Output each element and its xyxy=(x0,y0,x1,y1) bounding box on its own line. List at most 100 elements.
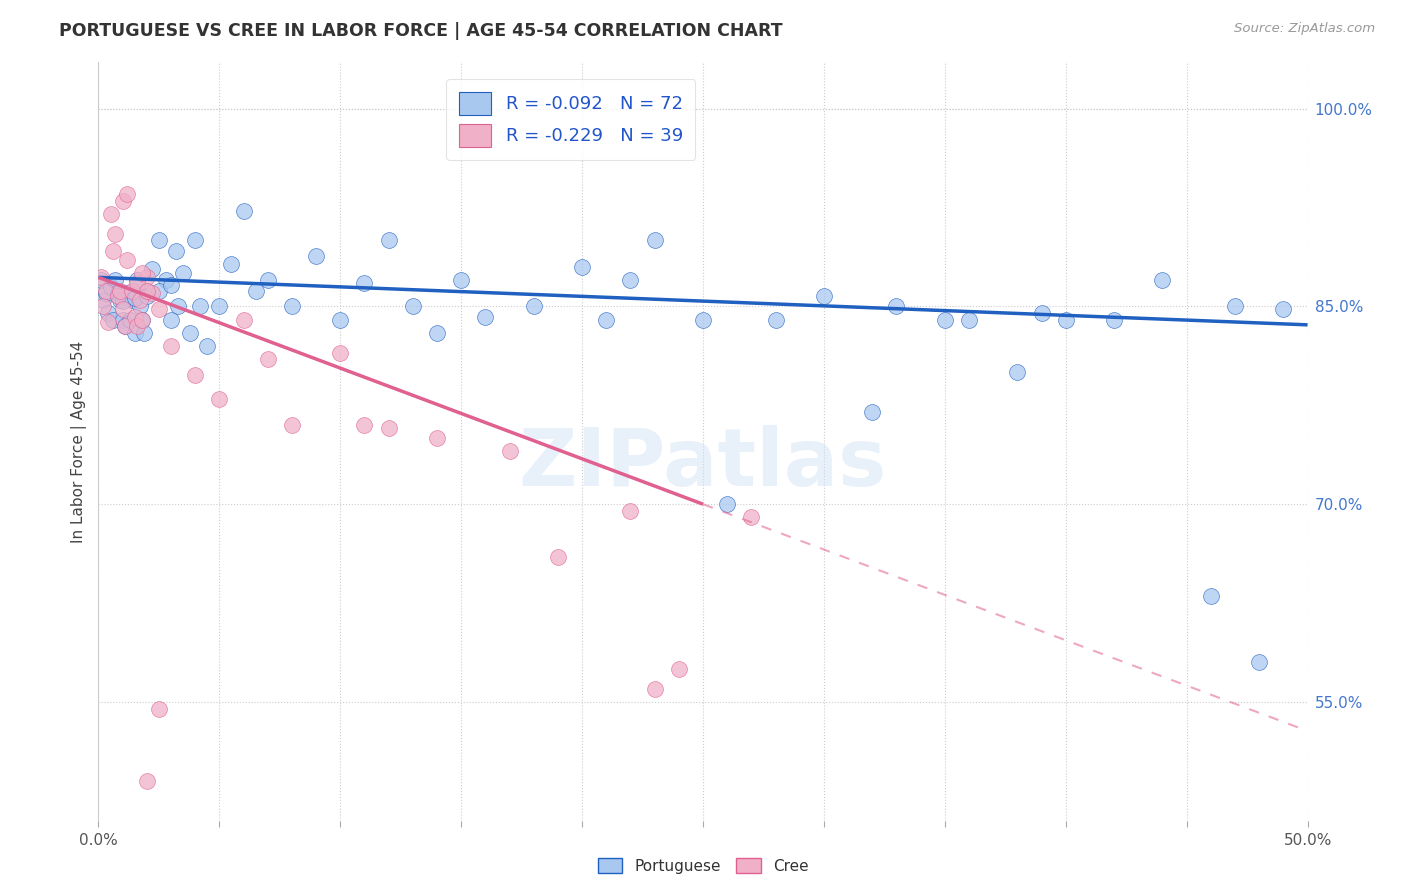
Point xyxy=(474,310,496,324)
Point xyxy=(135,270,157,285)
Text: Source: ZipAtlas.com: Source: ZipAtlas.com xyxy=(1234,22,1375,36)
Point xyxy=(94,286,117,301)
Point xyxy=(127,273,149,287)
Point xyxy=(160,278,183,293)
Point xyxy=(135,284,157,298)
Point xyxy=(498,444,520,458)
Point xyxy=(148,234,170,248)
Point xyxy=(101,244,124,258)
Point xyxy=(668,662,690,676)
Point xyxy=(595,312,617,326)
Point xyxy=(256,352,278,367)
Point xyxy=(426,326,449,340)
Legend: R = -0.092   N = 72, R = -0.229   N = 39: R = -0.092 N = 72, R = -0.229 N = 39 xyxy=(446,79,696,160)
Point xyxy=(208,299,231,313)
Point xyxy=(957,312,980,326)
Point xyxy=(148,701,170,715)
Point xyxy=(148,284,170,298)
Point xyxy=(124,310,146,324)
Point xyxy=(165,244,187,258)
Point xyxy=(1031,306,1053,320)
Point xyxy=(644,681,666,696)
Point xyxy=(117,187,139,202)
Point xyxy=(179,326,201,340)
Point xyxy=(619,273,641,287)
Point xyxy=(121,293,143,307)
Point xyxy=(184,368,207,382)
Point xyxy=(148,301,170,316)
Point xyxy=(101,312,124,326)
Point xyxy=(172,267,194,281)
Point xyxy=(91,299,114,313)
Point xyxy=(108,293,131,307)
Point xyxy=(107,289,129,303)
Text: PORTUGUESE VS CREE IN LABOR FORCE | AGE 45-54 CORRELATION CHART: PORTUGUESE VS CREE IN LABOR FORCE | AGE … xyxy=(59,22,783,40)
Point xyxy=(100,207,122,221)
Point xyxy=(114,319,136,334)
Point xyxy=(135,289,157,303)
Point xyxy=(523,299,546,313)
Point xyxy=(208,392,231,406)
Point xyxy=(377,420,399,434)
Point xyxy=(141,286,163,301)
Point xyxy=(765,312,787,326)
Point xyxy=(160,312,183,326)
Point xyxy=(160,339,183,353)
Point xyxy=(135,774,157,789)
Point xyxy=(118,312,141,326)
Point xyxy=(111,312,134,326)
Point xyxy=(813,289,835,303)
Point xyxy=(121,284,143,298)
Point xyxy=(740,510,762,524)
Point xyxy=(128,299,150,313)
Point xyxy=(124,292,146,306)
Point xyxy=(100,279,122,293)
Point xyxy=(353,276,375,290)
Point xyxy=(141,262,163,277)
Point xyxy=(232,204,254,219)
Point xyxy=(97,315,120,329)
Point xyxy=(167,299,190,313)
Point xyxy=(934,312,956,326)
Point xyxy=(716,497,738,511)
Y-axis label: In Labor Force | Age 45-54: In Labor Force | Age 45-54 xyxy=(72,341,87,542)
Point xyxy=(128,293,150,307)
Point xyxy=(97,306,120,320)
Point xyxy=(131,312,153,326)
Point xyxy=(353,418,375,433)
Point xyxy=(571,260,593,274)
Point xyxy=(1199,590,1222,604)
Point xyxy=(281,418,304,433)
Point xyxy=(692,312,714,326)
Point xyxy=(107,286,129,301)
Legend: Portuguese, Cree: Portuguese, Cree xyxy=(592,852,814,880)
Point xyxy=(127,319,149,334)
Point xyxy=(1007,365,1029,379)
Point xyxy=(127,276,149,290)
Point xyxy=(402,299,425,313)
Point xyxy=(124,326,146,340)
Point xyxy=(111,194,134,208)
Point xyxy=(1054,312,1077,326)
Point xyxy=(184,234,207,248)
Point xyxy=(644,234,666,248)
Text: ZIPatlas: ZIPatlas xyxy=(519,425,887,503)
Point xyxy=(547,549,569,564)
Point xyxy=(90,273,112,287)
Point xyxy=(232,312,254,326)
Point xyxy=(134,326,156,340)
Point xyxy=(131,312,153,326)
Point xyxy=(1272,301,1295,316)
Point xyxy=(1223,299,1246,313)
Point xyxy=(329,345,352,359)
Point xyxy=(91,293,114,307)
Point xyxy=(426,431,449,445)
Point xyxy=(104,227,127,241)
Point xyxy=(281,299,304,313)
Point xyxy=(188,299,211,313)
Point xyxy=(94,284,117,298)
Point xyxy=(1249,656,1271,670)
Point xyxy=(108,284,131,298)
Point xyxy=(1102,312,1125,326)
Point xyxy=(221,257,243,271)
